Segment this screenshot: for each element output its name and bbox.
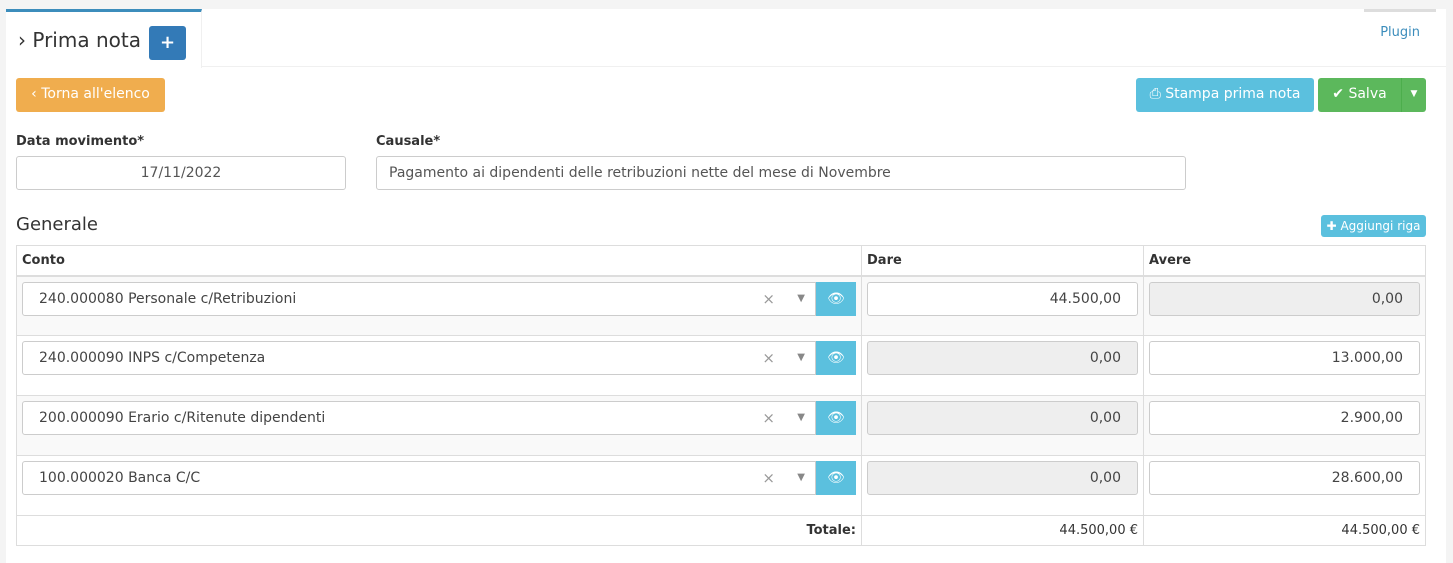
header-conto: Conto — [16, 245, 862, 277]
section-title: Generale — [16, 214, 99, 235]
date-label: Data movimento* — [16, 134, 145, 149]
avere-input[interactable]: 0,00 — [1149, 281, 1420, 316]
caret-down-icon[interactable]: ▼ — [797, 292, 805, 304]
eye-icon: 👁 — [827, 410, 845, 426]
conto-value: 200.000090 Erario c/Ritenute dipendenti — [39, 410, 326, 426]
back-button[interactable]: ‹ Torna all'elenco — [16, 78, 165, 112]
view-account-button[interactable]: 👁 — [816, 461, 856, 495]
table-row: 240.000090 INPS c/Competenza × ▼ 👁 0,00 13.… — [16, 335, 1426, 396]
dare-input[interactable]: 44.500,00 — [867, 281, 1138, 316]
view-account-button[interactable]: 👁 — [816, 401, 856, 435]
table-row: 200.000090 Erario c/Ritenute dipendenti ×… — [16, 395, 1426, 456]
totals-row: Totale: 44.500,00 € 44.500,00 € — [16, 515, 1426, 546]
caret-down-icon[interactable]: ▼ — [797, 352, 805, 363]
table-row: 240.000080 Personale c/Retribuzioni × ▼ 👁 4… — [16, 275, 1426, 336]
add-button[interactable]: + — [149, 26, 186, 60]
tab-prima-nota[interactable]: › Prima nota + — [6, 9, 202, 68]
plus-icon: ✚ — [1326, 219, 1337, 233]
avere-input[interactable]: 13.000,00 — [1149, 341, 1420, 375]
view-account-button[interactable]: 👁 — [816, 341, 856, 375]
check-icon: ✔ — [1332, 86, 1345, 102]
eye-icon: 👁 — [827, 290, 845, 307]
header-dare: Dare — [861, 245, 1144, 277]
clear-icon[interactable]: × — [762, 469, 775, 487]
eye-icon: 👁 — [827, 350, 845, 366]
save-button[interactable]: ✔ Salva — [1318, 78, 1401, 112]
tab-bar: › Prima nota + Plugin — [6, 9, 1446, 68]
conto-value: 240.000090 INPS c/Competenza — [39, 350, 266, 366]
conto-value: 240.000080 Personale c/Retribuzioni — [39, 290, 297, 307]
totale-avere: 44.500,00 € — [1143, 515, 1426, 546]
table-row: 100.000020 Banca C/C × ▼ 👁 0,00 28.600,00 — [16, 455, 1426, 516]
conto-select[interactable]: 100.000020 Banca C/C × ▼ 👁 — [22, 461, 856, 495]
header-avere: Avere — [1143, 245, 1426, 277]
conto-select[interactable]: 200.000090 Erario c/Ritenute dipendenti ×… — [22, 401, 856, 435]
avere-input[interactable]: 28.600,00 — [1149, 461, 1420, 495]
caret-down-icon: ▼ — [1410, 89, 1418, 99]
dare-input[interactable]: 0,00 — [867, 461, 1138, 495]
clear-icon[interactable]: × — [762, 349, 775, 367]
tab-plugin[interactable]: Plugin — [1380, 25, 1420, 40]
page-title: › Prima nota — [18, 28, 141, 52]
conto-select[interactable]: 240.000090 INPS c/Competenza × ▼ 👁 — [22, 341, 856, 375]
main-box: › Prima nota + Plugin ‹ Torna all'elenco… — [6, 9, 1446, 563]
clear-icon[interactable]: × — [762, 409, 775, 427]
dare-input[interactable]: 0,00 — [867, 401, 1138, 435]
conto-value: 100.000020 Banca C/C — [39, 470, 201, 486]
chevron-left-icon: ‹ — [31, 86, 37, 102]
movements-table: Conto Dare Avere 240.000080 Personale c/… — [16, 245, 1426, 546]
print-button[interactable]: ⎙ Stampa prima nota — [1136, 78, 1314, 112]
clear-icon[interactable]: × — [762, 289, 775, 308]
causale-input[interactable]: Pagamento ai dipendenti delle retribuzio… — [376, 156, 1186, 190]
dare-input[interactable]: 0,00 — [867, 341, 1138, 375]
save-dropdown-toggle[interactable]: ▼ — [1401, 78, 1426, 112]
add-row-button[interactable]: ✚ Aggiungi riga — [1321, 215, 1426, 237]
date-input[interactable]: 17/11/2022 — [16, 156, 346, 190]
conto-select[interactable]: 240.000080 Personale c/Retribuzioni × ▼ 👁 — [22, 281, 856, 316]
eye-icon: 👁 — [827, 470, 845, 486]
caret-down-icon[interactable]: ▼ — [797, 472, 805, 483]
print-icon: ⎙ — [1149, 86, 1161, 102]
avere-input[interactable]: 2.900,00 — [1149, 401, 1420, 435]
view-account-button[interactable]: 👁 — [816, 281, 856, 316]
caret-down-icon[interactable]: ▼ — [797, 412, 805, 423]
totale-dare: 44.500,00 € — [861, 515, 1144, 546]
causale-label: Causale* — [376, 134, 441, 149]
chevron-right-icon: › — [18, 28, 26, 52]
tab-strip — [1364, 9, 1436, 12]
totale-label: Totale: — [16, 515, 862, 546]
